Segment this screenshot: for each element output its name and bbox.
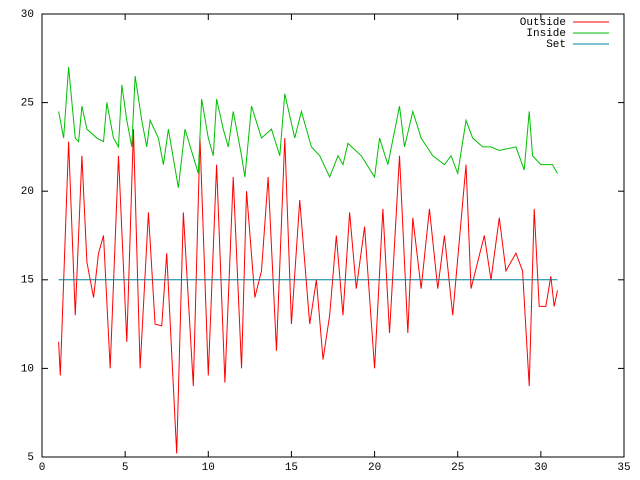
- series-line: [58, 67, 558, 188]
- y-tick-label: 5: [27, 452, 34, 464]
- y-tick-label: 20: [21, 186, 34, 198]
- x-tick-label: 15: [285, 462, 298, 474]
- legend-label: Inside: [526, 28, 566, 40]
- x-tick-label: 5: [122, 462, 129, 474]
- y-tick-label: 15: [21, 275, 34, 287]
- x-tick-label: 10: [202, 462, 215, 474]
- x-tick-label: 25: [451, 462, 464, 474]
- x-tick-label: 30: [534, 462, 547, 474]
- x-tick-label: 35: [617, 462, 630, 474]
- x-tick-label: 20: [368, 462, 381, 474]
- y-tick-label: 10: [21, 363, 34, 375]
- legend-label: Outside: [520, 17, 566, 29]
- legend-label: Set: [546, 39, 566, 51]
- plot-frame: [41, 13, 625, 458]
- series-line: [58, 129, 558, 454]
- y-tick-label: 30: [21, 9, 34, 21]
- x-tick-label: 0: [39, 462, 46, 474]
- y-tick-label: 25: [21, 98, 34, 110]
